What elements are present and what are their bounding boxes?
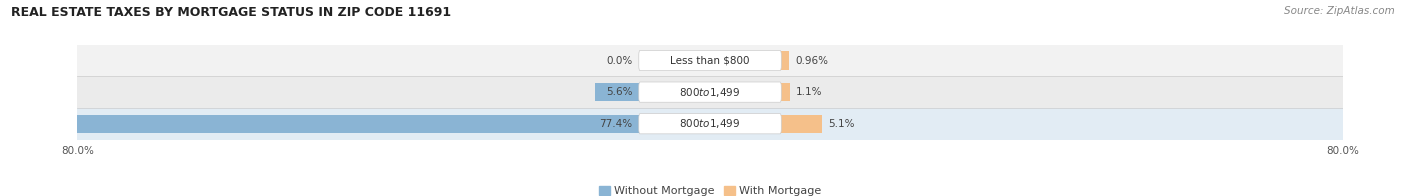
- Bar: [27, 115, 638, 133]
- Bar: [77, 108, 1343, 140]
- Text: 0.0%: 0.0%: [606, 55, 633, 65]
- Text: 0.96%: 0.96%: [796, 55, 828, 65]
- Text: 5.1%: 5.1%: [828, 119, 855, 129]
- Bar: [782, 51, 789, 70]
- Text: 77.4%: 77.4%: [599, 119, 633, 129]
- Legend: Without Mortgage, With Mortgage: Without Mortgage, With Mortgage: [599, 186, 821, 196]
- Text: 1.1%: 1.1%: [796, 87, 823, 97]
- Text: $800 to $1,499: $800 to $1,499: [679, 117, 741, 130]
- Text: Source: ZipAtlas.com: Source: ZipAtlas.com: [1284, 6, 1395, 16]
- Text: Less than $800: Less than $800: [671, 55, 749, 65]
- FancyBboxPatch shape: [638, 82, 782, 102]
- Bar: [77, 45, 1343, 76]
- Bar: [782, 115, 821, 133]
- Bar: [782, 83, 790, 101]
- FancyBboxPatch shape: [638, 50, 782, 71]
- Text: REAL ESTATE TAXES BY MORTGAGE STATUS IN ZIP CODE 11691: REAL ESTATE TAXES BY MORTGAGE STATUS IN …: [11, 6, 451, 19]
- Bar: [77, 76, 1343, 108]
- Text: 5.6%: 5.6%: [606, 87, 633, 97]
- Text: $800 to $1,499: $800 to $1,499: [679, 86, 741, 99]
- FancyBboxPatch shape: [638, 114, 782, 134]
- Bar: [595, 83, 638, 101]
